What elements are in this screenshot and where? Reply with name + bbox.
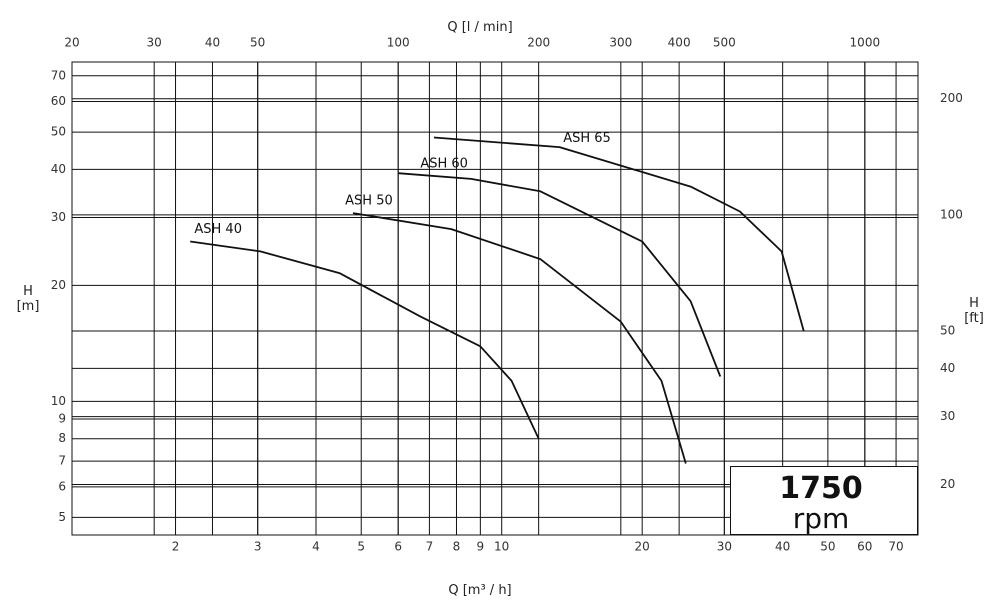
pump-curve	[398, 172, 722, 377]
y2-tick-label: 50	[940, 324, 955, 338]
y-tick-label: 8	[58, 431, 66, 445]
y-tick-label: 70	[51, 68, 66, 82]
x-axis-title: Q [m³ / h]	[448, 583, 512, 598]
y-axis-title: H [m]	[16, 284, 40, 314]
x-tick-label: 9	[477, 540, 485, 554]
y-tick-label: 7	[58, 454, 66, 468]
x-tick-label: 3	[254, 540, 262, 554]
y-tick-label: 20	[51, 278, 66, 292]
x2-axis-title: Q [l / min]	[447, 20, 513, 35]
y2-tick-label: 200	[940, 91, 963, 105]
x-tick-label: 5	[357, 540, 365, 554]
x-tick-label: 4	[312, 540, 320, 554]
y-tick-label: 5	[58, 510, 66, 524]
x2-tick-label: 200	[527, 36, 550, 50]
y2-tick-label: 40	[940, 361, 955, 375]
x2-tick-label: 100	[387, 36, 410, 50]
pump-curve	[352, 212, 687, 464]
y-tick-label: 40	[51, 162, 66, 176]
x-tick-label: 70	[888, 540, 903, 554]
pump-curve	[190, 240, 540, 440]
y-tick-label: 50	[51, 125, 66, 139]
y2-tick-label: 20	[940, 477, 955, 491]
x-tick-label: 20	[635, 540, 650, 554]
x2-tick-label: 40	[205, 36, 220, 50]
x-tick-label: 50	[820, 540, 835, 554]
y2-tick-label: 30	[940, 409, 955, 423]
x-tick-label: 40	[775, 540, 790, 554]
x2-tick-label: 300	[609, 36, 632, 50]
x2-tick-label: 500	[713, 36, 736, 50]
pump-curve	[433, 136, 805, 332]
series-label: ASH 65	[563, 131, 611, 146]
x-tick-label: 8	[453, 540, 461, 554]
x2-tick-label: 400	[668, 36, 691, 50]
y-tick-label: 9	[58, 412, 66, 426]
series-label: ASH 40	[194, 222, 242, 237]
x2-tick-label: 50	[250, 36, 265, 50]
x-tick-label: 30	[717, 540, 732, 554]
y-tick-label: 10	[51, 394, 66, 408]
y-tick-label: 6	[58, 479, 66, 493]
speed-value: 1750	[779, 471, 863, 506]
x2-tick-label: 1000	[850, 36, 881, 50]
x-tick-label: 2	[172, 540, 180, 554]
x-tick-label: 10	[494, 540, 509, 554]
series-label: ASH 50	[345, 194, 393, 209]
x-tick-label: 7	[426, 540, 434, 554]
y2-axis-title: H [ft]	[964, 296, 984, 326]
x-tick-label: 6	[394, 540, 402, 554]
x2-tick-label: 30	[147, 36, 162, 50]
y-tick-label: 30	[51, 210, 66, 224]
x-tick-label: 60	[857, 540, 872, 554]
y2-tick-label: 100	[940, 207, 963, 221]
y-tick-label: 60	[51, 94, 66, 108]
series-label: ASH 60	[420, 157, 468, 172]
speed-box: 1750 rpm	[730, 466, 918, 535]
speed-unit: rpm	[792, 502, 850, 535]
x2-tick-label: 20	[64, 36, 79, 50]
plot-frame	[71, 61, 919, 536]
